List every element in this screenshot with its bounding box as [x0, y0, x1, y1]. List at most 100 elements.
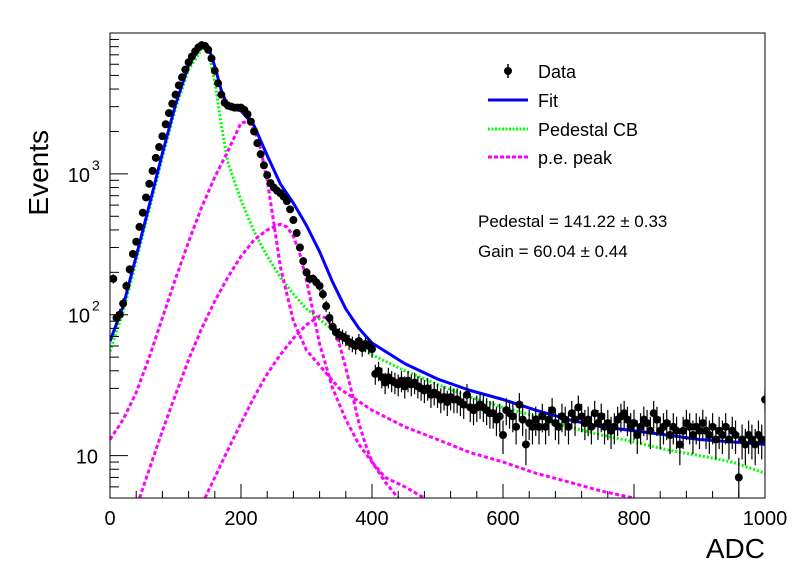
y-tick-label: 10	[68, 165, 90, 187]
data-point	[508, 412, 517, 421]
data-point	[643, 419, 652, 428]
data-point	[538, 412, 547, 421]
data-point	[138, 208, 147, 217]
data-point	[705, 431, 714, 440]
data-point	[210, 66, 219, 75]
data-point	[132, 237, 141, 246]
data-point	[142, 193, 151, 202]
data-point	[155, 143, 164, 152]
data-point	[620, 409, 629, 418]
y-axis-label: Events	[23, 130, 54, 216]
data-point	[610, 422, 619, 431]
data-point	[512, 422, 521, 431]
data-point	[564, 422, 573, 431]
data-point	[757, 435, 765, 444]
data-point	[541, 422, 550, 431]
data-point	[679, 426, 688, 435]
legend: Data Fit Pedestal CB p.e. peak	[488, 62, 638, 168]
y-tick-exponent: 3	[92, 157, 100, 173]
y-tick-label: 10	[68, 306, 90, 328]
data-point	[528, 422, 537, 431]
data-point	[652, 415, 661, 424]
data-point	[698, 419, 707, 428]
data-point	[178, 73, 187, 82]
data-point	[708, 422, 717, 431]
data-point	[630, 419, 638, 428]
data-point	[207, 54, 216, 63]
data-point	[597, 412, 606, 421]
legend-label-pedestal: Pedestal CB	[538, 120, 638, 140]
data-point	[711, 435, 720, 444]
data-point	[734, 473, 743, 482]
data-point	[646, 426, 655, 435]
data-point	[158, 132, 167, 141]
x-axis-label: ADC	[706, 533, 765, 564]
data-point	[587, 422, 596, 431]
data-point	[217, 90, 226, 99]
data-point	[315, 281, 324, 290]
data-point	[695, 426, 704, 435]
data-point	[761, 395, 765, 404]
data-point	[145, 179, 154, 188]
data-point	[318, 290, 327, 299]
data-point	[135, 222, 144, 231]
data-point	[282, 197, 291, 206]
data-point	[151, 153, 160, 162]
data-point	[571, 415, 580, 424]
data-point	[125, 265, 134, 274]
data-point	[633, 431, 642, 440]
data-point	[462, 390, 471, 399]
data-point	[649, 409, 658, 418]
data-point	[161, 120, 170, 129]
x-tick-label: 1000	[743, 508, 788, 530]
data-point	[322, 302, 331, 311]
data-point	[256, 150, 265, 159]
annotation-gain: Gain = 60.04 ± 0.44	[478, 242, 628, 261]
data-point	[548, 406, 557, 415]
data-point	[174, 81, 183, 90]
data-point	[292, 229, 301, 238]
x-tick-label: 400	[355, 508, 388, 530]
data-point	[672, 426, 681, 435]
data-point	[603, 419, 612, 428]
data-point	[535, 422, 544, 431]
data-point	[259, 161, 268, 170]
data-point	[181, 65, 190, 74]
pe-peak-curve-2	[138, 222, 400, 498]
data-point	[741, 440, 750, 449]
data-point	[666, 431, 675, 440]
data-point	[325, 313, 334, 322]
data-point	[574, 403, 583, 412]
data-point	[295, 243, 304, 252]
x-tick-label: 600	[486, 508, 519, 530]
data-point	[246, 117, 255, 126]
data-point	[368, 345, 376, 354]
data-point	[499, 431, 507, 440]
legend-label-pe: p.e. peak	[538, 148, 613, 168]
data-point	[423, 384, 432, 393]
data-point	[128, 249, 137, 258]
data-point	[459, 400, 468, 409]
data-point	[521, 440, 530, 449]
legend-label-fit: Fit	[538, 91, 558, 111]
x-tick-label: 800	[617, 508, 650, 530]
data-point	[718, 431, 727, 440]
data-point	[584, 415, 593, 424]
legend-data-marker	[504, 67, 512, 75]
data-point	[623, 415, 632, 424]
data-point	[214, 79, 223, 88]
data-point	[302, 268, 311, 277]
data-point	[119, 299, 128, 308]
data-point	[374, 366, 383, 375]
plot-frame	[109, 32, 766, 499]
data-point	[243, 110, 252, 119]
data-point	[662, 419, 671, 428]
data-point	[731, 431, 740, 440]
data-point	[724, 435, 733, 444]
pe-peak-curve-1	[110, 120, 635, 498]
data-point	[544, 415, 553, 424]
data-point	[253, 139, 262, 148]
data-point	[250, 127, 259, 136]
y-tick-exponent: 2	[92, 298, 100, 314]
